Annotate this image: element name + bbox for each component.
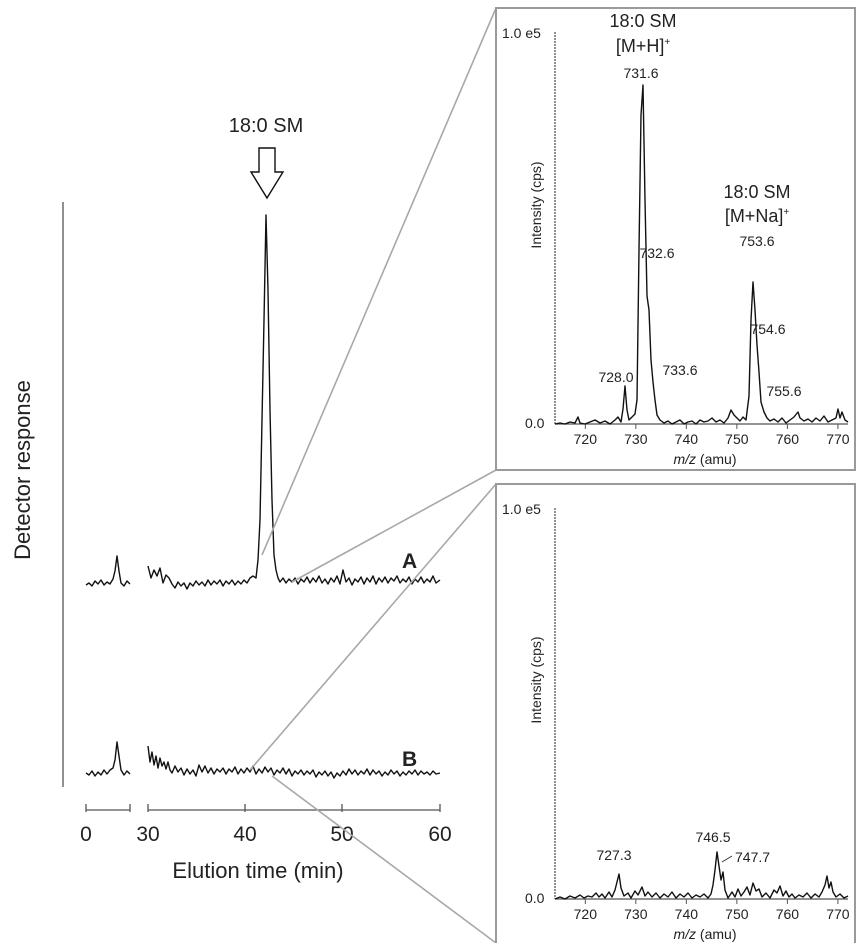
mass-spectrum-B: 1.0 e5 0.0 Intensity (cps) 720 730 740 750 7… (495, 483, 856, 943)
mass-spectrum-B-x-ticks: 720 730 740 750 760 770 (574, 899, 850, 922)
mass-spectrum-A-x-tick-label-770: 770 (826, 431, 850, 447)
mass-spectrum-B-x-tick-label-730: 730 (624, 906, 648, 922)
chromatogram-x-tick-label-0: 0 (80, 823, 92, 846)
mass-spectrum-A-peak-label-753-6: 753.6 (739, 233, 774, 249)
mass-spectrum-A-x-label: m/z (amu) (673, 451, 736, 467)
chromatogram-y-label: Detector response (10, 380, 35, 560)
zoom-connector-B-bottom (271, 775, 497, 943)
mass-spectrum-A-x-tick-label-720: 720 (574, 431, 598, 447)
zoom-connector-A-bottom (291, 469, 497, 583)
mass-spectrum-B-y-label: Intensity (cps) (528, 636, 544, 723)
mass-spectrum-A-peak-label-733-6: 733.6 (662, 362, 697, 378)
mass-spectrum-A-peak-label-732-6: 732.6 (639, 245, 674, 261)
mass-spectrum-B-peak-label-727-3: 727.3 (596, 847, 631, 863)
mass-spectrum-A-peak-label-755-6: 755.6 (766, 383, 801, 399)
zoom-connector-B-top (249, 483, 497, 771)
chromatogram-trace-A (85, 214, 441, 590)
zoom-connector-A-top (261, 7, 497, 556)
mass-spectrum-A-peak-label-728-0: 728.0 (598, 369, 633, 385)
mass-spectrum-B-trace (554, 851, 849, 900)
mass-spectrum-B-x-tick-label-770: 770 (826, 906, 850, 922)
mass-spectrum-A-annotation-mh-title: 18:0 SM (609, 11, 676, 31)
mass-spectrum-A-x-tick-label-750: 750 (725, 431, 749, 447)
mass-spectrum-B-x-tick-label-740: 740 (675, 906, 699, 922)
mass-spectrum-A-x-ticks: 720 730 740 750 760 770 (574, 424, 850, 447)
mass-spectrum-B-y-bottom-label: 0.0 (525, 890, 545, 906)
mass-spectrum-B-peak-label-747-7: 747.7 (735, 849, 770, 865)
mass-spectrum-B-x-tick-label-750: 750 (725, 906, 749, 922)
mass-spectrum-A-y-top-label: 1.0 e5 (502, 25, 541, 41)
chromatogram: Detector response 0 30 40 50 60 Elution … (10, 115, 452, 883)
mass-spectrum-B-x-label: m/z (amu) (673, 926, 736, 942)
mass-spectrum-A-trace (554, 84, 849, 425)
down-arrow-icon (249, 147, 285, 200)
mass-spectrum-A-y-label: Intensity (cps) (528, 161, 544, 248)
mass-spectrum-B-x-tick-label-760: 760 (776, 906, 800, 922)
mass-spectrum-B-peak-leader-747-7 (721, 855, 733, 863)
mass-spectrum-A-annotation-mh-ion: [M+H]+ (616, 36, 671, 56)
mass-spectrum-A-x-tick-label-730: 730 (624, 431, 648, 447)
mass-spectrum-A: 1.0 e5 0.0 Intensity (cps) 720 730 740 750 7… (495, 7, 856, 471)
mass-spectrum-A-peak-label-731-6: 731.6 (623, 65, 658, 81)
mass-spectrum-A-peak-label-754-6: 754.6 (750, 321, 785, 337)
chromatogram-trace-B (85, 741, 441, 779)
mass-spectrum-B-frame (495, 483, 856, 943)
chromatogram-x-tick-label-30: 30 (136, 823, 159, 846)
mass-spectrum-B-x-tick-label-720: 720 (574, 906, 598, 922)
chromatogram-x-tick-label-60: 60 (428, 823, 451, 846)
mass-spectrum-A-annotation-na-title: 18:0 SM (723, 182, 790, 202)
mass-spectrum-A-frame (495, 7, 856, 471)
mass-spectrum-A-x-tick-label-740: 740 (675, 431, 699, 447)
chromatogram-x-tick-label-40: 40 (233, 823, 256, 846)
mass-spectrum-B-y-top-label: 1.0 e5 (502, 501, 541, 517)
chromatogram-x-label: Elution time (min) (172, 858, 343, 883)
mass-spectrum-A-annotation-na-ion: [M+Na]+ (725, 206, 790, 226)
chromatogram-series-label-A: A (402, 550, 417, 573)
mass-spectrum-A-x-tick-label-760: 760 (776, 431, 800, 447)
mass-spectrum-A-y-bottom-label: 0.0 (525, 415, 545, 431)
mass-spectrum-B-peak-label-746-5: 746.5 (695, 829, 730, 845)
chromatogram-x-tick-label-50: 50 (330, 823, 353, 846)
chromatogram-series-label-B: B (402, 748, 417, 771)
chromatogram-peak-annotation: 18:0 SM (229, 115, 303, 137)
